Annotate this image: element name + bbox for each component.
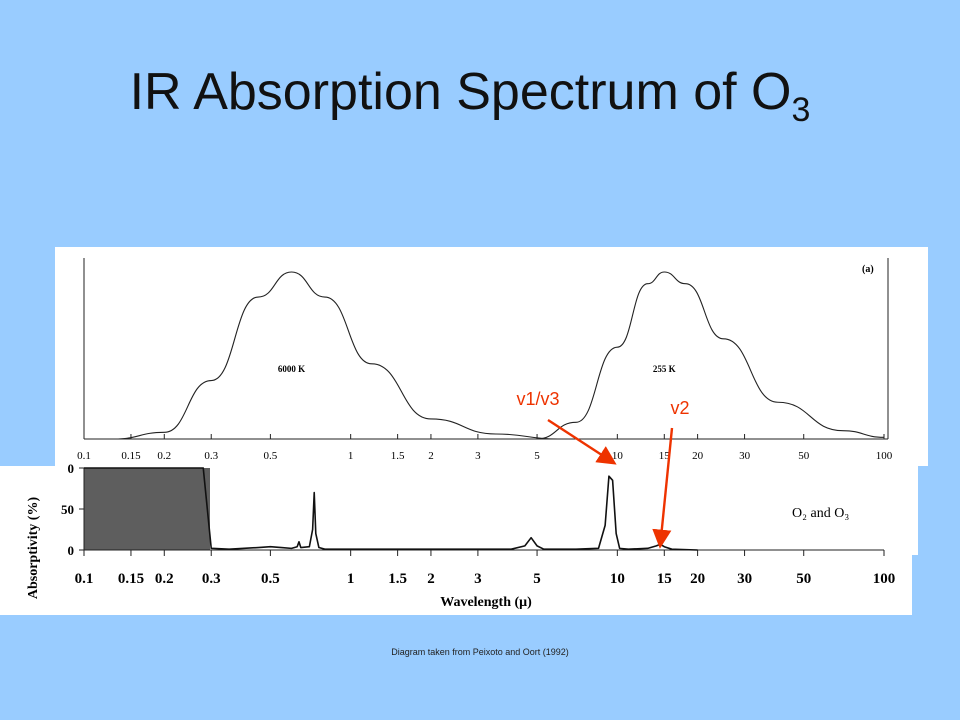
panel-b-series-label: O₂ and O₃ <box>792 506 849 521</box>
panel-b-axis-strip <box>0 555 912 615</box>
panel-b-ytick-label: 0 <box>68 461 75 476</box>
annotation-label-1: v2 <box>670 398 689 418</box>
panel-b-tick-label: 0.5 <box>261 571 280 587</box>
panel-a-tick-label: 15 <box>659 450 671 462</box>
blackbody-curve-0 <box>114 271 559 440</box>
source-caption: Diagram taken from Peixoto and Oort (199… <box>391 647 569 657</box>
panel-a-tick-label: 1 <box>348 450 354 462</box>
panel-b-tick-label: 20 <box>690 571 705 587</box>
panel-a-tick-label: 0.3 <box>204 450 218 462</box>
panel-b-tick-label: 0.1 <box>75 571 94 587</box>
panel-b-ylabel: Absorptivity (%) <box>26 497 41 600</box>
panel-b-tick-label: 1 <box>347 571 355 587</box>
blackbody-label-1: 255 K <box>653 364 676 374</box>
panel-b-tick-label: 100 <box>873 571 896 587</box>
panel-b-tick-label: 0.3 <box>202 571 221 587</box>
panel-b-tick-label: 1.5 <box>388 571 407 587</box>
panel-b-xlabel: Wavelength (μ) <box>440 595 532 610</box>
annotation-arrow-0 <box>547 418 617 465</box>
panel-b-tick-label: 3 <box>474 571 482 587</box>
blackbody-curve-1 <box>537 271 885 440</box>
panel-b-ytick-label: 0 <box>68 543 75 558</box>
panel-b-ticks: 0.1 0.15 0.2 0.3 0.5 1 1.5 2 3 5 10 15 20 30 50 100 <box>75 550 896 587</box>
panel-a-tick-label: 50 <box>798 450 810 462</box>
annotation-label-0: v1/v3 <box>516 389 559 409</box>
panel-b-ylabel-strip <box>0 466 50 615</box>
panel-a-tick-label: 100 <box>876 450 893 462</box>
panel-a-tick-label: 20 <box>692 450 704 462</box>
panel-b-opaque-region <box>84 468 210 550</box>
panel-a: (a) 0.1 0.15 0.2 0.3 0.5 1 1.5 2 3 5 10 15 20 30 50 100… <box>55 247 928 466</box>
panel-b-tick-label: 15 <box>657 571 672 587</box>
series-label-o2: O₂ and O₃ <box>792 506 849 521</box>
panel-a-tick-label: 5 <box>534 450 540 462</box>
panel-a-tick-label: 2 <box>428 450 434 462</box>
annotation-arrow-1 <box>652 427 674 549</box>
annotations: v1/v3 v2 <box>516 389 690 549</box>
panel-b-tick-label: 10 <box>610 571 625 587</box>
panel-a-curves <box>114 271 885 440</box>
panel-a-tick-label: 0.5 <box>264 450 278 462</box>
panel-b-tick-label: 0.2 <box>155 571 174 587</box>
panel-b: 0 50 0 0.1 0.15 0.2 0.3 0.5 1 1.5 2 3 5 10 15 20 30 50 10… <box>0 461 918 615</box>
panel-a-background <box>55 247 928 466</box>
panel-a-curve-labels: 6000 K 255 K <box>278 364 676 374</box>
title-subscript: 3 <box>791 91 811 129</box>
blackbody-label-0: 6000 K <box>278 364 305 374</box>
panel-b-ytick-label: 50 <box>61 502 74 517</box>
panel-a-tick-label: 30 <box>739 450 751 462</box>
panel-b-yticks: 0 50 0 <box>61 461 84 558</box>
panel-a-tick-label: 0.2 <box>157 450 171 462</box>
panel-b-tick-label: 5 <box>533 571 541 587</box>
panel-a-ticks: 0.1 0.15 0.2 0.3 0.5 1 1.5 2 3 5 10 15 20 30 50 100 <box>77 434 893 462</box>
panel-b-curve <box>84 467 698 551</box>
panel-b-tick-label: 2 <box>427 571 435 587</box>
panel-a-tick-label: 0.1 <box>77 450 91 462</box>
panel-b-tick-label: 0.15 <box>118 571 144 587</box>
title-main-text: IR Absorption Spectrum of O <box>129 63 792 121</box>
panel-a-tick-label: 0.15 <box>121 450 141 462</box>
panel-b-tick-label: 30 <box>737 571 752 587</box>
absorptivity-curve <box>84 467 698 551</box>
panel-a-label: (a) <box>862 264 874 275</box>
panel-a-tick-label: 3 <box>475 450 481 462</box>
slide-title: IR Absorption Spectrum of O3 <box>0 62 940 130</box>
panel-a-tick-label: 10 <box>612 450 624 462</box>
panel-b-tick-label: 50 <box>796 571 811 587</box>
panel-a-tick-label: 1.5 <box>391 450 405 462</box>
